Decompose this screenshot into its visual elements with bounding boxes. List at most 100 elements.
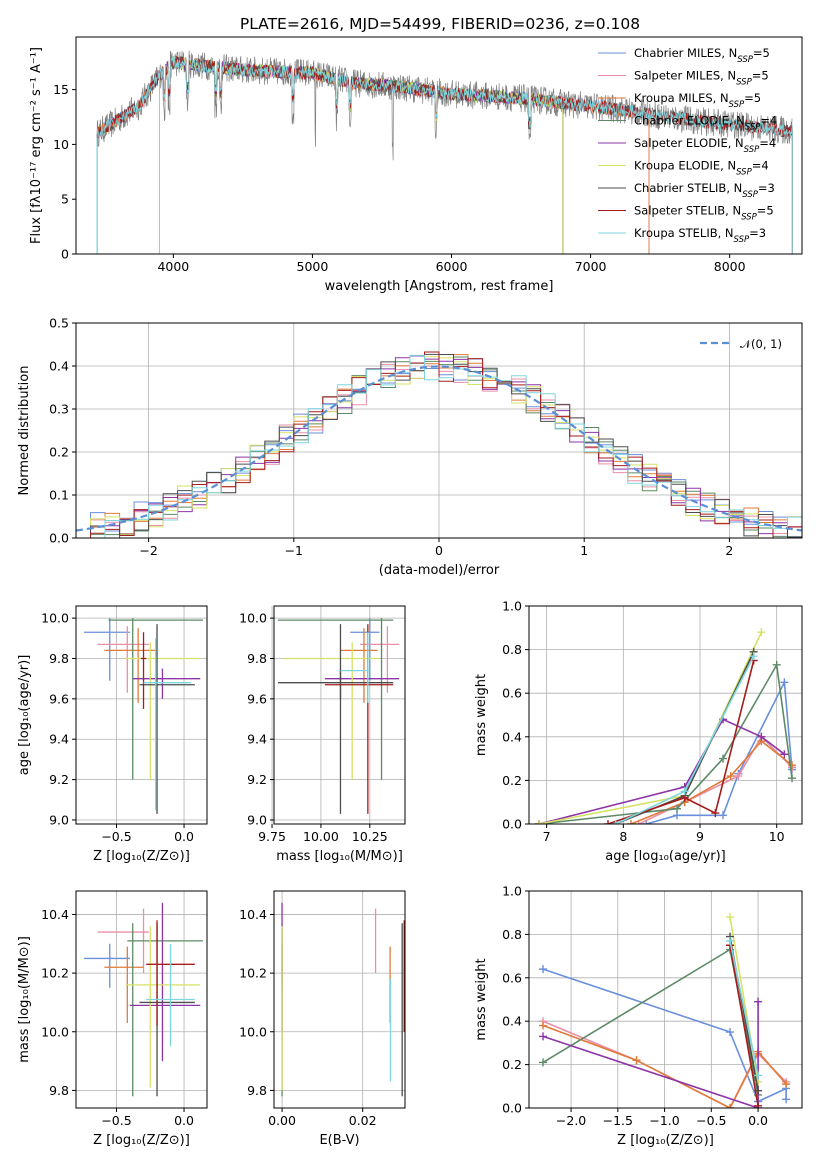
y-axis-label: Flux [fλ10⁻¹⁷ erg cm⁻² s⁻¹ A⁻¹]: [29, 47, 44, 244]
legend-subscript: SSP: [734, 235, 750, 245]
spectrum-axes: [72, 89, 731, 258]
y-tick-label: 0.1: [49, 488, 69, 503]
x-tick-label: 6000: [436, 259, 468, 274]
axes-frame: [273, 890, 406, 1109]
y-tick-label: 0.2: [502, 773, 522, 788]
weight-marker: [719, 811, 728, 820]
x-tick-label: −1: [285, 543, 303, 558]
legend-entry-label: Chabrier ELODIE, NSSP=4: [634, 114, 777, 133]
y-tick-label: 10.2: [41, 966, 69, 981]
x-axis-label: Z [log₁₀(Z/Z⊙)]: [93, 849, 190, 864]
y-tick-label: 0.4: [49, 359, 69, 374]
weight-marker: [734, 772, 743, 781]
axes-frame: [528, 605, 803, 825]
x-tick-label: 8000: [714, 259, 746, 274]
legend-nssp-value: =5: [752, 69, 769, 83]
x-tick-label: 4000: [157, 259, 189, 274]
y-tick-label: 15: [53, 82, 69, 97]
spectrum-model-line: [96, 56, 793, 254]
y-tick-label: 9.8: [49, 1083, 69, 1098]
mass_vs_ebv-axes: [270, 891, 405, 1112]
weight-series-line: [729, 940, 759, 1076]
legend-nssp-value: =5: [757, 204, 774, 218]
y-tick-label: 0.5: [49, 316, 69, 331]
x-tick-label: −0.5: [696, 1113, 726, 1128]
y-tick-label: 1.0: [502, 599, 522, 614]
spectrum-model-line: [96, 55, 793, 254]
weight-marker: [757, 732, 766, 741]
legend-nssp-value: =5: [753, 46, 770, 60]
weight-marker: [726, 1104, 735, 1108]
age_vs_mass-plot: [277, 618, 400, 814]
y-tick-label: 0.0: [49, 531, 69, 546]
x-tick-label: 8: [619, 829, 627, 844]
weight-marker: [772, 660, 781, 669]
y-tick-label: 10.4: [41, 907, 69, 922]
weight-marker: [780, 678, 789, 687]
axes-frame: [273, 605, 406, 825]
y-axis-label: age [log₁₀(age/yr)]: [17, 655, 32, 776]
x-tick-label: 1: [580, 543, 588, 558]
x-axis-label: (data-model)/error: [379, 563, 500, 578]
x-tick-label: 0.00: [268, 1113, 296, 1128]
y-tick-label: 10.0: [239, 1024, 267, 1039]
weight-marker: [534, 820, 543, 824]
weight-marker: [539, 1021, 548, 1030]
legend-subscript: SSP: [737, 55, 753, 65]
x-tick-label: −2: [139, 543, 157, 558]
y-tick-label: 9.8: [247, 651, 267, 666]
legend-entry-label: Kroupa STELIB, NSSP=3: [634, 226, 766, 245]
weight-marker: [626, 820, 635, 824]
weight-marker: [788, 761, 797, 770]
weight-series-line: [542, 1001, 759, 1108]
y-tick-label: 0.4: [502, 1014, 522, 1029]
legend-entry-label: Salpeter STELIB, NSSP=5: [634, 204, 774, 223]
spectrum-model-line: [96, 56, 793, 254]
y-tick-label: 9.8: [247, 1083, 267, 1098]
legend-nssp-value: =4: [760, 114, 777, 128]
age_vs_Z-axes: [72, 606, 207, 828]
y-tick-label: 0.3: [49, 402, 69, 417]
y-tick-label: 10.0: [41, 1024, 69, 1039]
weight-series-line: [646, 679, 793, 824]
y-tick-label: 9.2: [49, 772, 69, 787]
weight-marker: [754, 997, 763, 1006]
mass_vs_Z-axes: [72, 891, 207, 1112]
y-axis-label: Normed distribution: [17, 366, 32, 496]
x-tick-label: 9: [696, 829, 704, 844]
x-tick-label: 0: [435, 543, 443, 558]
weight-marker: [642, 820, 651, 824]
x-axis-label: wavelength [Angstrom, rest frame]: [325, 279, 554, 294]
y-tick-label: 9.2: [247, 772, 267, 787]
x-tick-label: 7: [543, 829, 551, 844]
x-tick-label: −0.5: [101, 1113, 131, 1128]
weight-marker: [780, 750, 789, 759]
weight-marker: [782, 1095, 791, 1104]
y-axis-label: mass [log₁₀(M/M⊙)]: [17, 936, 32, 1063]
y-tick-label: 0.8: [502, 642, 522, 657]
y-tick-label: 0.2: [502, 1057, 522, 1072]
y-tick-label: 10.2: [239, 966, 267, 981]
legend-entry-label: 𝒩(0, 1): [740, 337, 782, 351]
y-tick-label: 9.0: [247, 812, 267, 827]
weight-marker: [782, 1080, 791, 1089]
age_vs_Z-plot: [84, 618, 203, 814]
x-axis-label: E(B-V): [319, 1133, 359, 1148]
x-axis-label: Z [log₁₀(Z/Z⊙)]: [617, 1133, 714, 1148]
weight-marker: [749, 652, 758, 661]
mass_vs_Z-plot: [84, 902, 203, 1097]
legend-nssp-value: =5: [744, 91, 761, 105]
axes-frame: [75, 605, 208, 825]
x-axis-label: Z [log₁₀(Z/Z⊙)]: [93, 1133, 190, 1148]
x-tick-label: 9.75: [258, 829, 286, 844]
weight-marker: [719, 754, 728, 763]
weight-marker: [673, 804, 682, 813]
legend-subscript: SSP: [729, 100, 745, 110]
y-tick-label: 0.0: [502, 1101, 522, 1116]
y-tick-label: 0.6: [502, 686, 522, 701]
y-tick-label: 9.4: [49, 732, 69, 747]
legend-subscript: SSP: [736, 78, 752, 88]
y-tick-label: 10.0: [239, 611, 267, 626]
weight-marker: [539, 965, 548, 974]
